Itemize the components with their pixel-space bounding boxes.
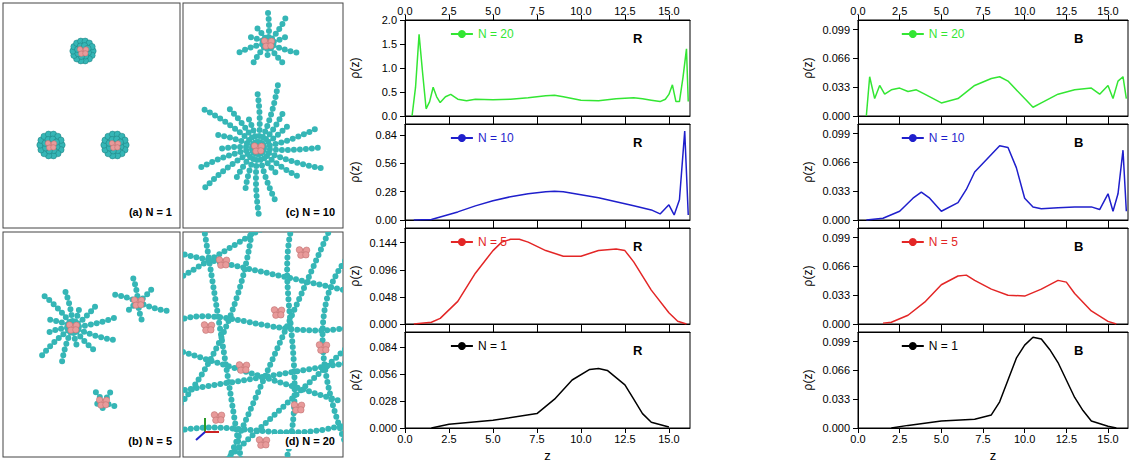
svg-text:0.5: 0.5 (382, 86, 397, 98)
svg-text:0.066: 0.066 (822, 260, 850, 272)
svg-text:0.096: 0.096 (369, 264, 397, 276)
svg-text:B: B (1074, 135, 1083, 150)
svg-text:0.099: 0.099 (822, 128, 850, 140)
svg-text:0.000: 0.000 (822, 110, 850, 122)
svg-text:0.0: 0.0 (850, 5, 865, 17)
svg-text:ρ(z): ρ(z) (801, 370, 815, 391)
svg-text:7.5: 7.5 (975, 433, 990, 445)
svg-text:0.066: 0.066 (822, 364, 850, 376)
svg-text:R: R (633, 31, 643, 46)
svg-text:z: z (544, 448, 551, 463)
svg-text:0.000: 0.000 (822, 422, 850, 434)
svg-text:10.0: 10.0 (1014, 5, 1035, 17)
svg-text:1.0: 1.0 (382, 62, 397, 74)
svg-text:B: B (1074, 31, 1083, 46)
svg-text:2.5: 2.5 (892, 433, 907, 445)
svg-text:0.028: 0.028 (369, 395, 397, 407)
svg-text:0.099: 0.099 (822, 24, 850, 36)
svg-text:0.099: 0.099 (822, 336, 850, 348)
svg-text:0.000: 0.000 (822, 318, 850, 330)
svg-text:ρ(z): ρ(z) (348, 162, 362, 183)
svg-text:z: z (990, 448, 997, 463)
svg-text:(a) N = 1: (a) N = 1 (129, 206, 172, 218)
svg-text:7.5: 7.5 (529, 5, 544, 17)
svg-text:10.0: 10.0 (1014, 433, 1035, 445)
svg-text:7.5: 7.5 (529, 433, 544, 445)
svg-text:N = 1: N = 1 (929, 339, 958, 353)
svg-text:15.0: 15.0 (658, 5, 679, 17)
svg-text:(c) N = 10: (c) N = 10 (286, 206, 335, 218)
svg-text:0.000: 0.000 (369, 422, 397, 434)
svg-text:ρ(z): ρ(z) (348, 370, 362, 391)
svg-text:5.0: 5.0 (485, 5, 500, 17)
svg-text:2.5: 2.5 (441, 433, 456, 445)
svg-text:12.5: 12.5 (614, 433, 635, 445)
svg-text:0.033: 0.033 (822, 393, 850, 405)
svg-text:1.5: 1.5 (382, 38, 397, 50)
svg-text:0.056: 0.056 (369, 368, 397, 380)
svg-text:N = 1: N = 1 (478, 339, 507, 353)
svg-text:0.144: 0.144 (369, 237, 397, 249)
svg-text:0.000: 0.000 (369, 318, 397, 330)
svg-text:15.0: 15.0 (658, 433, 679, 445)
svg-text:ρ(z): ρ(z) (348, 58, 362, 79)
svg-text:7.5: 7.5 (975, 5, 990, 17)
svg-text:15.0: 15.0 (1097, 433, 1118, 445)
svg-text:R: R (633, 239, 643, 254)
svg-text:2.5: 2.5 (892, 5, 907, 17)
svg-text:0.28: 0.28 (376, 186, 397, 198)
svg-text:0.0: 0.0 (382, 110, 397, 122)
svg-text:0.84: 0.84 (376, 129, 397, 141)
svg-text:0.0: 0.0 (850, 433, 865, 445)
svg-text:0.033: 0.033 (822, 81, 850, 93)
svg-text:R: R (633, 343, 643, 358)
svg-text:12.5: 12.5 (1056, 433, 1077, 445)
svg-text:N = 5: N = 5 (478, 235, 507, 249)
svg-text:0.099: 0.099 (822, 232, 850, 244)
svg-text:N = 10: N = 10 (478, 131, 514, 145)
svg-text:(b) N = 5: (b) N = 5 (128, 435, 172, 447)
svg-text:12.5: 12.5 (1056, 5, 1077, 17)
svg-text:0.000: 0.000 (822, 214, 850, 226)
svg-text:ρ(z): ρ(z) (801, 58, 815, 79)
svg-text:10.0: 10.0 (570, 433, 591, 445)
svg-text:0.033: 0.033 (822, 289, 850, 301)
svg-text:R: R (633, 135, 643, 150)
svg-text:B: B (1074, 239, 1083, 254)
svg-text:12.5: 12.5 (614, 5, 635, 17)
svg-text:N = 5: N = 5 (929, 235, 958, 249)
svg-text:0.066: 0.066 (822, 52, 850, 64)
svg-text:0.048: 0.048 (369, 291, 397, 303)
svg-text:15.0: 15.0 (1097, 5, 1118, 17)
svg-text:2.0: 2.0 (382, 14, 397, 26)
svg-text:0.00: 0.00 (376, 214, 397, 226)
svg-text:ρ(z): ρ(z) (801, 266, 815, 287)
svg-text:5.0: 5.0 (934, 5, 949, 17)
svg-text:ρ(z): ρ(z) (348, 266, 362, 287)
svg-text:B: B (1074, 343, 1083, 358)
svg-text:0.56: 0.56 (376, 157, 397, 169)
svg-text:0.066: 0.066 (822, 156, 850, 168)
svg-text:N = 20: N = 20 (478, 27, 514, 41)
svg-text:5.0: 5.0 (485, 433, 500, 445)
svg-text:0.0: 0.0 (397, 5, 412, 17)
svg-text:N = 10: N = 10 (929, 131, 965, 145)
svg-text:5.0: 5.0 (934, 433, 949, 445)
svg-text:ρ(z): ρ(z) (801, 162, 815, 183)
svg-text:0.0: 0.0 (397, 433, 412, 445)
svg-text:2.5: 2.5 (441, 5, 456, 17)
svg-text:0.084: 0.084 (369, 341, 397, 353)
svg-text:0.033: 0.033 (822, 185, 850, 197)
svg-text:N = 20: N = 20 (929, 27, 965, 41)
svg-text:10.0: 10.0 (570, 5, 591, 17)
svg-text:(d) N = 20: (d) N = 20 (285, 435, 335, 447)
